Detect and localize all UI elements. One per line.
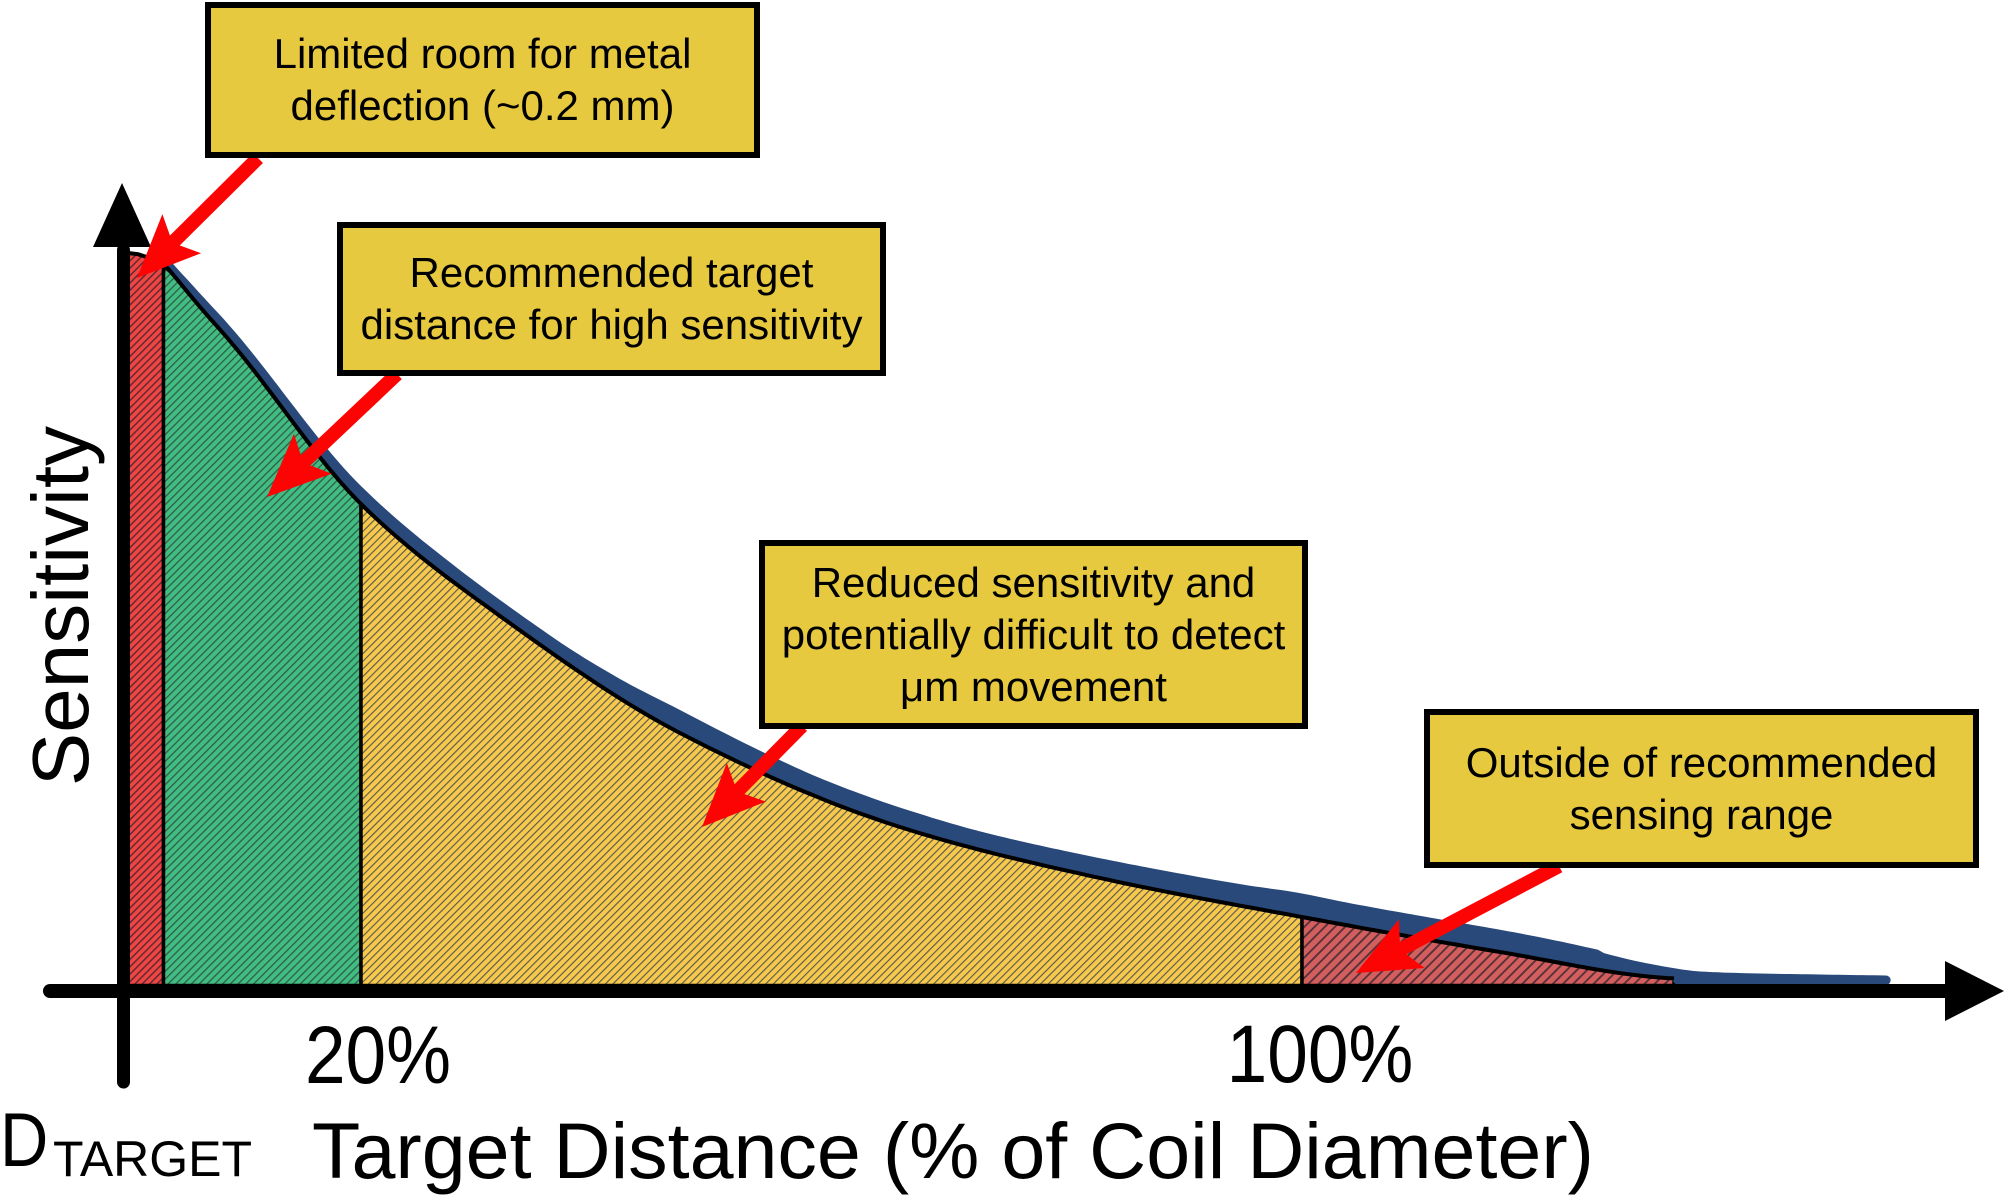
svg-text:Target Distance (% of Coil Dia: Target Distance (% of Coil Diameter) [312, 1106, 1594, 1195]
svg-text:D: D [0, 1098, 48, 1183]
svg-text:20%: 20% [305, 1010, 451, 1101]
svg-text:100%: 100% [1227, 1009, 1414, 1100]
svg-text:Sensitivity: Sensitivity [16, 426, 105, 786]
svg-text:TARGET: TARGET [53, 1131, 252, 1187]
